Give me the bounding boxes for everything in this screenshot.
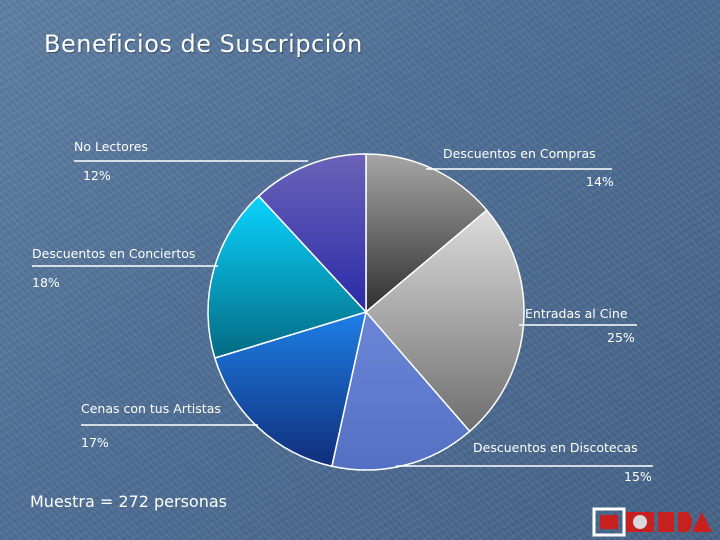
slice-pct-no-lectores: 12% [83, 168, 111, 183]
londa-logo-icon [592, 507, 712, 537]
slice-pct-cenas: 17% [81, 435, 109, 450]
slice-pct-conciertos: 18% [32, 275, 60, 290]
pie-slice-cenas [213, 310, 368, 468]
pie-slice-no-lectores [257, 153, 367, 314]
slice-pct-compras: 14% [586, 174, 614, 189]
slice-label-cine: Entradas al Cine [525, 306, 628, 321]
pie-slice-discotecas [330, 310, 471, 471]
slice-label-no-lectores: No Lectores [74, 139, 148, 154]
pie-slice-cine [364, 209, 525, 433]
pie-slice-conciertos [207, 194, 368, 359]
slice-label-cenas: Cenas con tus Artistas [81, 401, 221, 416]
slice-pct-cine: 25% [607, 330, 635, 345]
slide-title: Beneficios de Suscripción [44, 30, 363, 58]
sample-size-note: Muestra = 272 personas [30, 492, 227, 511]
slice-pct-discotecas: 15% [624, 469, 652, 484]
slice-label-conciertos: Descuentos en Conciertos [32, 246, 195, 261]
slice-label-discotecas: Descuentos en Discotecas [473, 440, 638, 455]
slice-label-compras: Descuentos en Compras [443, 146, 596, 161]
